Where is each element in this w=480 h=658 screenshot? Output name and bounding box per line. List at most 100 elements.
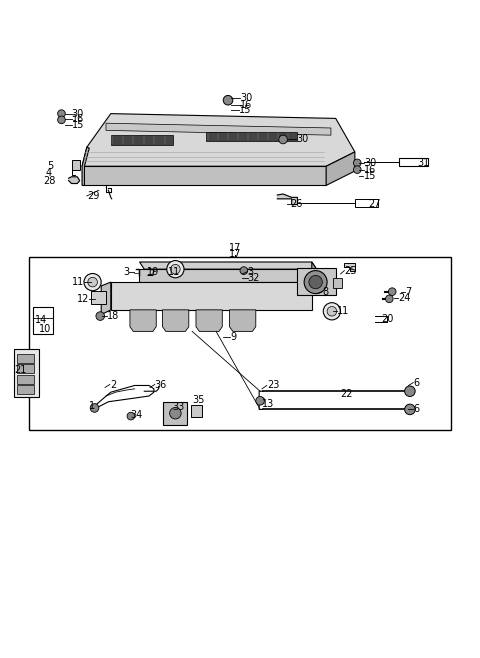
Circle shape <box>279 135 288 144</box>
Circle shape <box>256 397 264 405</box>
Text: 33: 33 <box>172 403 184 413</box>
Circle shape <box>96 312 105 320</box>
Bar <box>17 365 34 373</box>
Circle shape <box>84 274 101 291</box>
Circle shape <box>58 116 65 124</box>
Text: 6: 6 <box>413 378 420 388</box>
Circle shape <box>223 95 233 105</box>
Text: 12: 12 <box>77 294 89 305</box>
Polygon shape <box>312 262 317 282</box>
Polygon shape <box>111 135 173 145</box>
Bar <box>17 386 34 394</box>
Circle shape <box>323 303 340 320</box>
Polygon shape <box>206 132 298 141</box>
Circle shape <box>405 404 415 415</box>
Polygon shape <box>298 268 336 295</box>
Bar <box>17 375 34 384</box>
Text: 27: 27 <box>368 199 381 209</box>
Polygon shape <box>344 263 355 270</box>
Text: 20: 20 <box>381 315 394 324</box>
Polygon shape <box>196 310 222 332</box>
Text: 2: 2 <box>110 380 116 390</box>
Text: 11: 11 <box>337 306 349 316</box>
Text: 26: 26 <box>291 199 303 209</box>
Polygon shape <box>69 177 80 184</box>
Polygon shape <box>229 310 256 332</box>
Text: 15: 15 <box>239 105 252 115</box>
Polygon shape <box>82 166 326 186</box>
Polygon shape <box>111 282 312 310</box>
Polygon shape <box>82 147 89 186</box>
Circle shape <box>88 277 97 287</box>
Text: 18: 18 <box>107 311 119 321</box>
Bar <box>72 160 80 170</box>
Text: 16: 16 <box>72 114 84 124</box>
Text: 3: 3 <box>123 266 129 276</box>
Bar <box>355 199 378 207</box>
Text: 15: 15 <box>363 171 376 181</box>
Text: 24: 24 <box>398 293 411 303</box>
Circle shape <box>240 266 248 274</box>
Text: 1: 1 <box>89 401 96 411</box>
Circle shape <box>167 261 184 278</box>
Text: 16: 16 <box>240 99 252 109</box>
Polygon shape <box>130 310 156 332</box>
Circle shape <box>58 110 65 118</box>
Polygon shape <box>326 152 355 186</box>
Text: 11: 11 <box>72 277 84 287</box>
Text: 3: 3 <box>248 266 254 276</box>
Circle shape <box>327 307 336 316</box>
Text: 8: 8 <box>323 287 328 297</box>
Text: 35: 35 <box>192 395 204 405</box>
Polygon shape <box>106 123 331 135</box>
Text: 30: 30 <box>364 158 377 168</box>
Text: 30: 30 <box>297 134 309 144</box>
Text: 14: 14 <box>35 315 48 326</box>
Text: 30: 30 <box>240 93 252 103</box>
Polygon shape <box>162 310 189 332</box>
Circle shape <box>388 288 396 295</box>
Polygon shape <box>101 282 111 315</box>
Polygon shape <box>33 307 53 334</box>
Text: 16: 16 <box>364 164 377 174</box>
Text: 32: 32 <box>248 273 260 283</box>
Polygon shape <box>140 262 317 269</box>
Circle shape <box>127 413 135 420</box>
Bar <box>191 405 202 417</box>
Circle shape <box>170 265 180 274</box>
Text: 6: 6 <box>413 405 420 415</box>
Bar <box>163 402 187 424</box>
Text: 19: 19 <box>147 266 159 276</box>
Circle shape <box>353 166 361 174</box>
Text: 21: 21 <box>14 365 26 374</box>
Polygon shape <box>82 114 355 166</box>
Text: 15: 15 <box>72 120 84 130</box>
Text: 29: 29 <box>87 191 99 201</box>
Text: 10: 10 <box>39 324 51 334</box>
Text: 4: 4 <box>46 168 52 178</box>
Circle shape <box>169 407 181 419</box>
Text: 34: 34 <box>130 410 142 420</box>
Bar <box>91 291 106 303</box>
Circle shape <box>385 295 393 303</box>
Circle shape <box>405 386 415 397</box>
Text: 13: 13 <box>262 399 274 409</box>
Bar <box>17 354 34 363</box>
Text: 30: 30 <box>72 109 84 118</box>
Bar <box>333 278 342 288</box>
Bar <box>29 257 451 430</box>
Text: 28: 28 <box>43 176 55 186</box>
Polygon shape <box>277 194 298 205</box>
Bar <box>399 158 428 166</box>
Text: 31: 31 <box>417 158 429 168</box>
Polygon shape <box>140 269 312 282</box>
Text: 22: 22 <box>340 389 353 399</box>
Text: 23: 23 <box>267 380 279 390</box>
Text: 25: 25 <box>344 266 357 276</box>
Text: 5: 5 <box>48 161 54 171</box>
Text: 11: 11 <box>168 266 180 276</box>
Text: 17: 17 <box>229 249 241 259</box>
Circle shape <box>304 270 327 293</box>
Circle shape <box>353 159 361 166</box>
Text: 36: 36 <box>155 380 167 390</box>
